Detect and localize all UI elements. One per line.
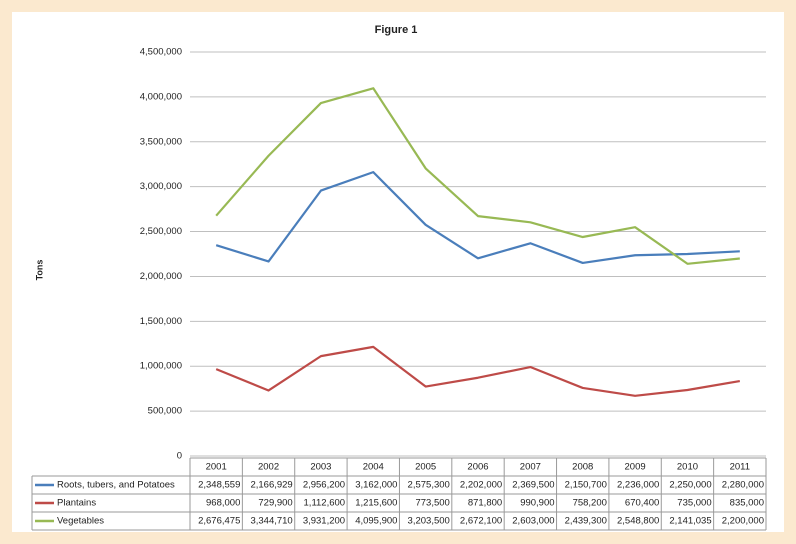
x-tick-label: 2001 bbox=[206, 462, 227, 473]
table-value: 1,112,600 bbox=[304, 498, 346, 509]
table-value: 3,162,000 bbox=[355, 480, 397, 491]
table-value: 2,202,000 bbox=[460, 480, 502, 491]
x-tick-label: 2002 bbox=[258, 462, 279, 473]
series-line bbox=[215, 171, 740, 265]
table-value: 2,603,000 bbox=[512, 516, 554, 527]
table-value: 2,236,000 bbox=[617, 480, 659, 491]
series-line bbox=[215, 87, 740, 265]
series-line bbox=[215, 345, 741, 397]
x-tick-label: 2008 bbox=[572, 462, 593, 473]
table-value: 2,348,559 bbox=[198, 480, 240, 491]
table-value: 4,095,900 bbox=[355, 516, 397, 527]
table-value: 2,676,475 bbox=[198, 516, 240, 527]
x-tick-label: 2009 bbox=[625, 462, 646, 473]
table-value: 2,369,500 bbox=[512, 480, 554, 491]
x-tick-label: 2006 bbox=[467, 462, 488, 473]
table-value: 871,800 bbox=[468, 498, 502, 509]
y-tick-label: 500,000 bbox=[148, 406, 182, 417]
table-value: 835,000 bbox=[730, 498, 764, 509]
table-value: 729,900 bbox=[258, 498, 292, 509]
table-value: 3,203,500 bbox=[408, 516, 450, 527]
y-tick-label: 3,000,000 bbox=[140, 181, 182, 192]
y-tick-label: 1,500,000 bbox=[140, 316, 182, 327]
table-value: 968,000 bbox=[206, 498, 240, 509]
table-value: 2,166,929 bbox=[250, 480, 292, 491]
table-value: 2,575,300 bbox=[408, 480, 450, 491]
table-value: 735,000 bbox=[677, 498, 711, 509]
y-tick-label: 0 bbox=[177, 451, 182, 462]
table-value: 2,672,100 bbox=[460, 516, 502, 527]
legend-label: Vegetables bbox=[57, 516, 104, 527]
table-value: 758,200 bbox=[573, 498, 607, 509]
legend-label: Plantains bbox=[57, 498, 96, 509]
y-tick-label: 4,000,000 bbox=[140, 91, 182, 102]
table-value: 670,400 bbox=[625, 498, 659, 509]
table-value: 2,548,800 bbox=[617, 516, 659, 527]
y-tick-label: 3,500,000 bbox=[140, 136, 182, 147]
x-tick-label: 2004 bbox=[363, 462, 384, 473]
table-value: 773,500 bbox=[415, 498, 449, 509]
table-value: 2,141,035 bbox=[669, 516, 711, 527]
x-tick-label: 2005 bbox=[415, 462, 436, 473]
x-tick-label: 2003 bbox=[310, 462, 331, 473]
table-value: 2,250,000 bbox=[669, 480, 711, 491]
table-value: 2,200,000 bbox=[722, 516, 764, 527]
table-value: 2,150,700 bbox=[565, 480, 607, 491]
legend-label: Roots, tubers, and Potatoes bbox=[57, 480, 175, 491]
y-tick-label: 2,500,000 bbox=[140, 226, 182, 237]
x-tick-label: 2011 bbox=[730, 462, 750, 473]
table-value: 3,931,200 bbox=[303, 516, 345, 527]
table-value: 3,344,710 bbox=[250, 516, 292, 527]
chart-title: Figure 1 bbox=[375, 24, 418, 36]
table-value: 990,900 bbox=[520, 498, 554, 509]
table-value: 2,439,300 bbox=[565, 516, 607, 527]
y-tick-label: 1,000,000 bbox=[140, 361, 182, 372]
table-value: 2,956,200 bbox=[303, 480, 345, 491]
panel bbox=[12, 12, 784, 532]
table-value: 1,215,600 bbox=[355, 498, 397, 509]
y-tick-label: 4,500,000 bbox=[140, 47, 182, 58]
x-tick-label: 2010 bbox=[677, 462, 698, 473]
x-tick-label: 2007 bbox=[520, 462, 541, 473]
y-tick-label: 2,000,000 bbox=[140, 271, 182, 282]
table-value: 2,280,000 bbox=[722, 480, 764, 491]
y-axis-label: Tons bbox=[34, 260, 44, 281]
